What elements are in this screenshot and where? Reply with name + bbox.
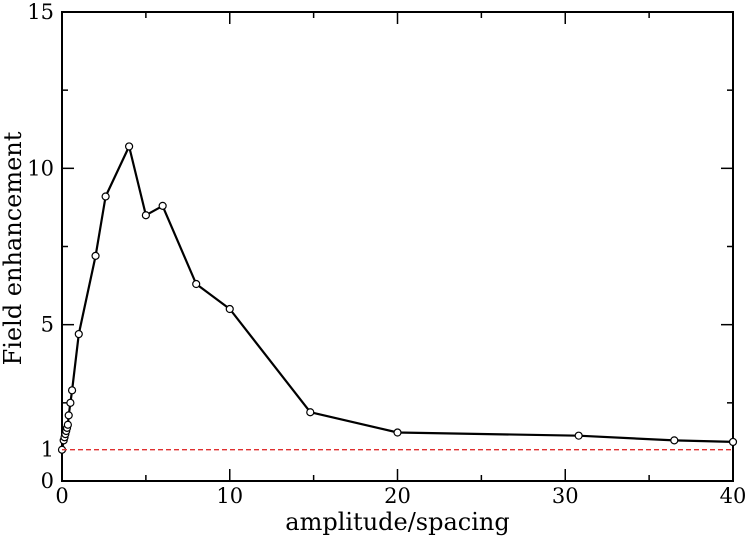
data-point	[74, 329, 83, 339]
x-tick-label: 20	[384, 484, 411, 508]
data-point	[728, 437, 738, 447]
series-group	[57, 142, 738, 454]
y-tick-label: 5	[41, 313, 54, 337]
data-point	[66, 398, 75, 407]
series-line	[60, 145, 734, 450]
x-tick-label: 30	[552, 484, 579, 508]
y-tick-label: 10	[27, 156, 54, 180]
data-point	[225, 304, 234, 314]
data-point	[67, 386, 77, 395]
y-tick-label: 1	[41, 438, 54, 462]
data-point	[670, 436, 679, 445]
data-point	[393, 428, 402, 437]
data-point	[192, 279, 201, 289]
x-tick-label: 0	[55, 484, 68, 508]
x-tick-label: 40	[720, 484, 747, 508]
y-axis-label: Field enhancement	[0, 131, 27, 365]
data-point	[63, 420, 72, 429]
data-point	[91, 251, 100, 260]
data-point	[101, 192, 110, 201]
data-point	[158, 201, 167, 210]
plot-frame	[61, 11, 734, 482]
x-axis-label: amplitude/spacing	[285, 508, 509, 536]
data-point	[574, 431, 583, 440]
data-point	[64, 411, 73, 420]
y-tick-label: 0	[41, 469, 54, 493]
data-point	[125, 142, 134, 151]
y-tick-label: 15	[27, 0, 54, 24]
data-point	[141, 211, 150, 220]
data-point	[306, 408, 315, 417]
x-tick-label: 10	[216, 484, 243, 508]
